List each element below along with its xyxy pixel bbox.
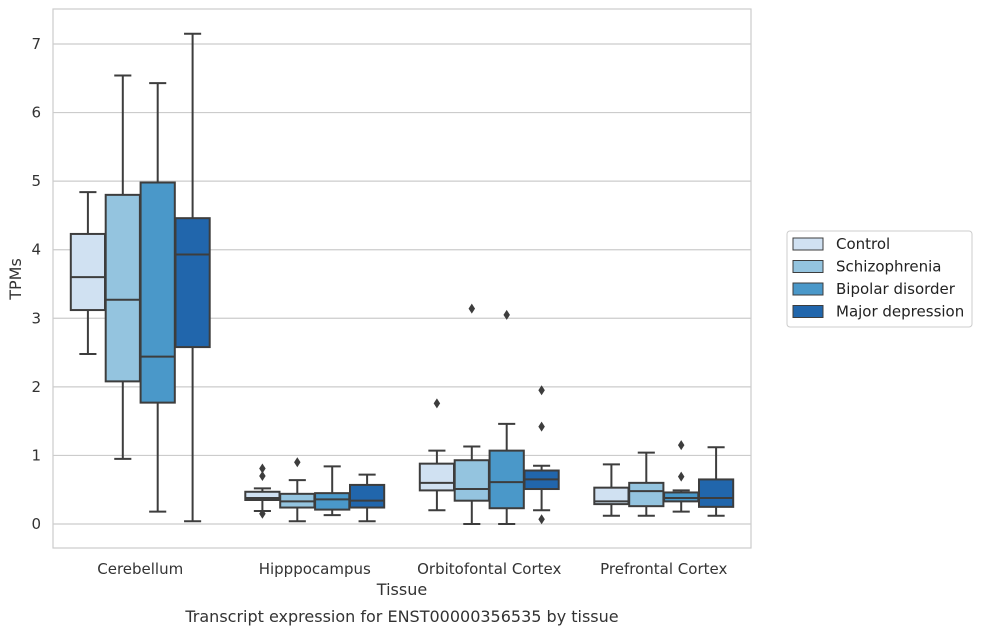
outlier-point [503, 309, 510, 320]
box-iqr [314, 492, 351, 511]
box-iqr [174, 217, 211, 349]
legend-label: Schizophrenia [836, 258, 941, 276]
box-major-depression [174, 32, 211, 523]
box-schizophrenia [104, 74, 141, 460]
outlier-point [294, 457, 301, 468]
outlier-point [677, 471, 685, 482]
legend-swatch [792, 305, 824, 318]
y-tick-label: 1 [31, 446, 41, 464]
box-control [593, 463, 630, 517]
y-tick-label: 3 [31, 309, 41, 327]
y-tick-label: 5 [31, 172, 41, 190]
box-major-depression [697, 446, 735, 517]
box-bipolar-disorder [314, 465, 351, 517]
outlier-point [677, 440, 685, 451]
y-axis-label: TPMs [6, 258, 25, 301]
outlier-point [538, 421, 545, 432]
box-control [418, 398, 456, 512]
box-iqr [488, 449, 525, 510]
x-tick-label: Orbitofontal Cortex [417, 560, 561, 578]
x-tick-label: Prefrontal Cortex [600, 560, 727, 578]
box-iqr [453, 459, 490, 502]
box-iqr [418, 462, 456, 492]
outlier-point [259, 463, 266, 474]
figure-caption: Transcript expression for ENST0000035653… [184, 607, 618, 626]
plot-area-frame [52, 8, 752, 549]
y-tick-label: 2 [31, 378, 41, 396]
box-iqr [663, 491, 700, 503]
box-iqr [69, 232, 107, 312]
legend-label: Major depression [836, 303, 964, 321]
box-major-depression [523, 385, 560, 525]
legend-swatch [792, 282, 824, 296]
box-schizophrenia [628, 451, 665, 517]
x-tick-label: Hipppocampus [259, 560, 371, 578]
x-axis-label: Tissue [376, 580, 427, 599]
y-tick-label: 0 [31, 515, 41, 533]
box-iqr [348, 483, 386, 509]
x-axis-ticks: Cerebellum Hipppocampus Orbitofontal Corte… [97, 560, 727, 578]
y-axis-ticks: 0 1 2 3 4 5 6 7 [31, 35, 41, 533]
box-major-depression [348, 473, 386, 523]
box-iqr [697, 478, 735, 508]
box-control [244, 463, 281, 519]
box-schizophrenia [453, 303, 490, 525]
legend-label: Bipolar disorder [836, 280, 956, 298]
outlier-point [259, 471, 266, 481]
outlier-point [468, 303, 476, 314]
legend-swatch [792, 237, 824, 251]
legend-swatch [792, 260, 824, 273]
box-iqr [139, 181, 176, 404]
box-bipolar-disorder [663, 440, 700, 513]
outlier-point [538, 385, 545, 396]
outlier-point [538, 514, 545, 525]
box-iqr [104, 193, 141, 383]
y-tick-label: 4 [31, 241, 41, 259]
y-tick-label: 6 [31, 104, 41, 122]
box-bipolar-disorder [488, 309, 525, 525]
outlier-point [433, 398, 441, 409]
box-bipolar-disorder [139, 82, 176, 513]
boxes [69, 32, 735, 525]
legend-frame [786, 230, 973, 328]
legend: Control Schizophrenia Bipolar disorder Majo… [786, 230, 973, 328]
x-tick-label: Cerebellum [97, 560, 183, 578]
outlier-point [259, 508, 266, 519]
box-iqr [628, 481, 665, 508]
box-control [69, 191, 107, 355]
y-tick-label: 7 [31, 35, 41, 53]
box-schizophrenia [279, 457, 316, 523]
legend-label: Control [836, 235, 890, 253]
